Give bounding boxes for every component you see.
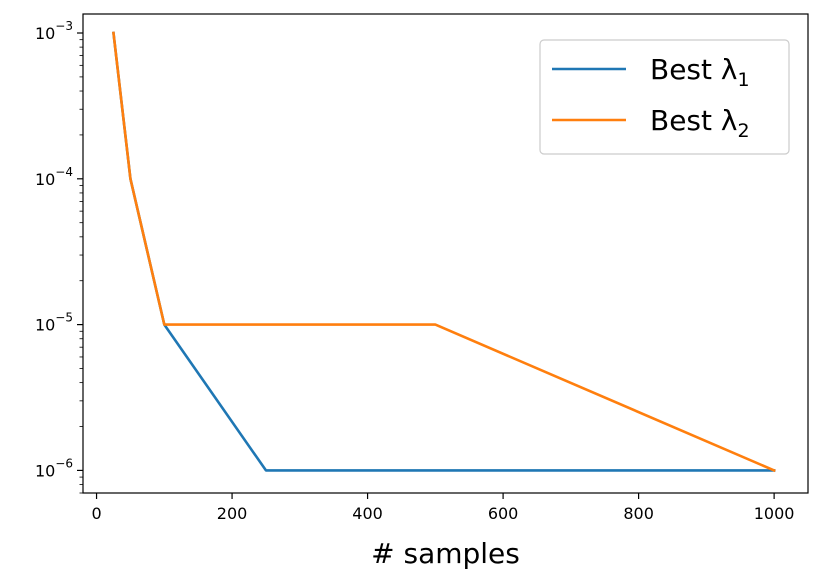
x-tick-label: 200: [217, 504, 248, 523]
y-tick-label: 10−3: [35, 19, 73, 43]
x-tick-label: 0: [91, 504, 101, 523]
y-tick-label: 10−5: [35, 311, 73, 335]
plot-frame: [82, 13, 809, 494]
x-axis-ticks: 0 200 400 600 800 1000: [91, 493, 794, 523]
series-line-2: [112, 31, 776, 473]
x-tick-label: 1000: [754, 504, 795, 523]
x-tick-label: 800: [623, 504, 654, 523]
x-tick-label: 400: [352, 504, 383, 523]
series-layer: [112, 31, 776, 473]
x-axis-label: # samples: [371, 537, 520, 570]
legend-label-2: Best λ2: [650, 104, 750, 142]
legend-label-1: Best λ1: [650, 53, 750, 91]
y-tick-label: 10−6: [35, 456, 73, 480]
legend: Best λ1 Best λ2: [539, 39, 790, 155]
y-tick-label: 10−4: [35, 165, 73, 189]
x-tick-label: 600: [488, 504, 519, 523]
y-axis-ticks: 10−3 10−4 10−5 10−6: [35, 19, 83, 494]
